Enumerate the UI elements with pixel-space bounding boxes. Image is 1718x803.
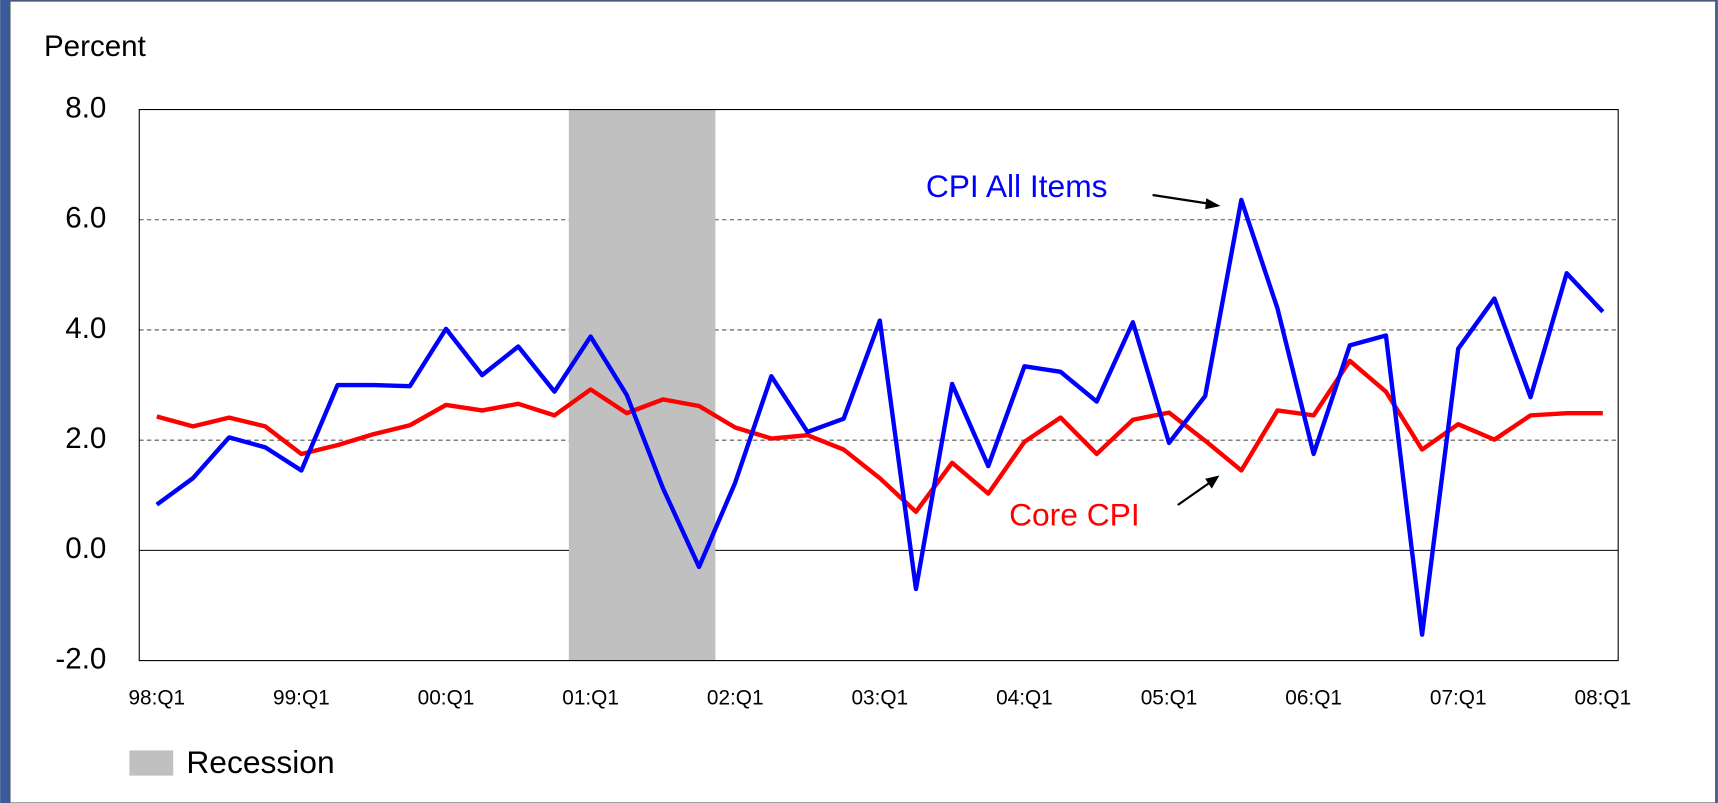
series-line: [156, 358, 1603, 514]
x-tick-label: 06:Q1: [1285, 686, 1342, 709]
x-tick-label: 99:Q1: [273, 686, 330, 709]
plot-border: [138, 109, 1619, 662]
y-axis-label: Percent: [44, 30, 146, 63]
x-tick-label: 98:Q1: [128, 686, 185, 709]
x-tick-label: 07:Q1: [1430, 686, 1487, 709]
y-tick-label: -2.0: [55, 642, 106, 675]
annotation: CPI All Items: [926, 168, 1108, 204]
x-tick-label: 00:Q1: [418, 686, 475, 709]
x-tick-label: 05:Q1: [1141, 686, 1198, 709]
annotation: Core CPI: [1009, 496, 1140, 532]
y-tick-label: 2.0: [65, 422, 106, 455]
legend-label: Recession: [186, 744, 334, 780]
y-tick-label: 4.0: [65, 312, 106, 345]
annotation-arrow: [1177, 481, 1212, 506]
annotation-arrow: [1152, 193, 1210, 205]
x-tick-label: 08:Q1: [1575, 686, 1632, 709]
annotation-background: [914, 164, 1151, 211]
plot-area: [138, 109, 1619, 662]
annotation-arrowhead: [1205, 475, 1220, 489]
x-tick-label: 02:Q1: [707, 686, 764, 709]
annotation-background: [999, 492, 1175, 542]
series-line: [155, 197, 1605, 637]
legend-swatch: [129, 750, 174, 776]
x-tick-label: 01:Q1: [562, 686, 619, 709]
x-tick-label: 04:Q1: [996, 686, 1053, 709]
x-tick-label: 03:Q1: [851, 686, 908, 709]
y-tick-label: 0.0: [65, 532, 106, 565]
recession-band-cover: [568, 109, 716, 661]
annotation-arrowhead: [1205, 198, 1221, 210]
y-tick-label: 6.0: [65, 202, 106, 235]
y-tick-label: 8.0: [65, 91, 106, 124]
